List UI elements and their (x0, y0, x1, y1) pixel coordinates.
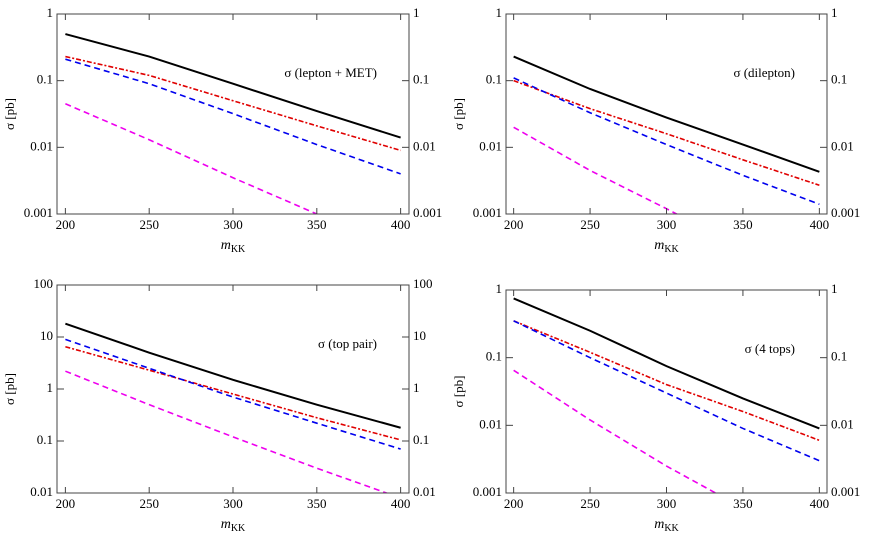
y-axis-label: σ [pb] (2, 373, 17, 405)
x-axis-label-main: m (221, 517, 231, 532)
y-tick-label: 1 (496, 281, 503, 296)
annotation: σ (top pair) (318, 336, 377, 351)
x-tick-label: 400 (810, 217, 830, 232)
plot-frame (56, 284, 410, 494)
y2-tick-label: 0.1 (831, 72, 847, 87)
y2-tick-label: 0.1 (831, 349, 847, 364)
y-tick-label: 0.01 (30, 484, 53, 499)
x-axis-label: mKK (221, 238, 246, 255)
x-tick-label: 300 (223, 496, 243, 511)
y2-tick-label: 0.01 (831, 138, 854, 153)
x-tick-label: 200 (56, 217, 76, 232)
y2-tick-label: 0.01 (413, 484, 436, 499)
y-tick-label: 0.001 (473, 484, 502, 499)
y-tick-label: 0.1 (37, 72, 53, 87)
x-tick-label: 200 (504, 496, 524, 511)
x-axis-label: mKK (654, 517, 679, 534)
y2-tick-label: 0.01 (413, 138, 436, 153)
y2-tick-label: 1 (831, 5, 838, 20)
y2-tick-label: 0.001 (831, 484, 860, 499)
x-tick-label: 250 (580, 496, 600, 511)
x-tick-label: 350 (307, 496, 327, 511)
y-tick-label: 0.1 (486, 72, 502, 87)
y2-tick-label: 1 (831, 281, 838, 296)
y-tick-label: 1 (47, 380, 54, 395)
plot-frame (505, 13, 828, 215)
y-axis-label: σ [pb] (2, 98, 17, 130)
x-tick-label: 400 (810, 496, 830, 511)
series-line (65, 33, 401, 139)
x-tick-label: 300 (657, 217, 677, 232)
y2-tick-label: 0.001 (413, 205, 442, 220)
plot-frame (56, 13, 410, 215)
y2-tick-label: 0.1 (413, 432, 429, 447)
y-tick-label: 0.001 (473, 205, 502, 220)
y2-tick-label: 0.01 (831, 416, 854, 431)
x-tick-label: 350 (733, 217, 753, 232)
y-tick-label: 0.001 (24, 205, 53, 220)
y-tick-label: 0.1 (486, 349, 502, 364)
x-tick-label: 200 (504, 217, 524, 232)
series-line (513, 79, 820, 187)
x-axis-label-sub: KK (231, 523, 246, 534)
y-tick-label: 0.1 (37, 432, 53, 447)
x-tick-label: 350 (307, 217, 327, 232)
x-tick-label: 250 (139, 496, 159, 511)
y2-tick-label: 0.1 (413, 72, 429, 87)
y-tick-label: 100 (34, 276, 54, 291)
y2-tick-label: 100 (413, 276, 433, 291)
x-axis-label-sub: KK (664, 523, 679, 534)
x-tick-label: 400 (391, 496, 411, 511)
x-axis-label-sub: KK (664, 244, 679, 255)
x-axis-label-main: m (221, 238, 231, 253)
series-line (65, 58, 401, 175)
x-tick-label: 300 (223, 217, 243, 232)
y-tick-label: 0.01 (479, 138, 502, 153)
x-tick-label: 200 (56, 496, 76, 511)
x-axis-label-sub: KK (231, 244, 246, 255)
series-line (513, 55, 820, 173)
y-tick-label: 0.01 (30, 138, 53, 153)
y-axis-label: σ [pb] (451, 376, 466, 408)
x-axis-label: mKK (654, 238, 679, 255)
y-tick-label: 1 (47, 5, 54, 20)
x-tick-label: 250 (580, 217, 600, 232)
x-axis-label-main: m (654, 517, 664, 532)
y-tick-label: 10 (40, 328, 53, 343)
x-tick-label: 250 (139, 217, 159, 232)
y2-tick-label: 1 (413, 380, 420, 395)
series-line (513, 369, 718, 493)
series-line (513, 320, 820, 442)
series-line (65, 55, 401, 152)
plot-frame (505, 289, 828, 494)
annotation: σ (dilepton) (733, 65, 795, 80)
series-line (65, 370, 389, 493)
series-line (65, 322, 401, 429)
x-tick-label: 400 (391, 217, 411, 232)
y-tick-label: 1 (496, 5, 503, 20)
y-axis-label: σ [pb] (451, 98, 466, 130)
x-tick-label: 300 (657, 496, 677, 511)
y2-tick-label: 0.001 (831, 205, 860, 220)
x-axis-label-main: m (654, 238, 664, 253)
y2-tick-label: 10 (413, 328, 426, 343)
x-axis-label: mKK (221, 517, 246, 534)
x-tick-label: 350 (733, 496, 753, 511)
series-line (65, 345, 401, 441)
series-line (513, 126, 679, 214)
annotation: σ (lepton + MET) (284, 65, 377, 80)
series-line (65, 338, 401, 450)
y2-tick-label: 1 (413, 5, 420, 20)
annotation: σ (4 tops) (745, 341, 795, 356)
series-line (65, 103, 319, 214)
series-line (513, 320, 820, 462)
y-tick-label: 0.01 (479, 416, 502, 431)
series-line (513, 297, 820, 430)
